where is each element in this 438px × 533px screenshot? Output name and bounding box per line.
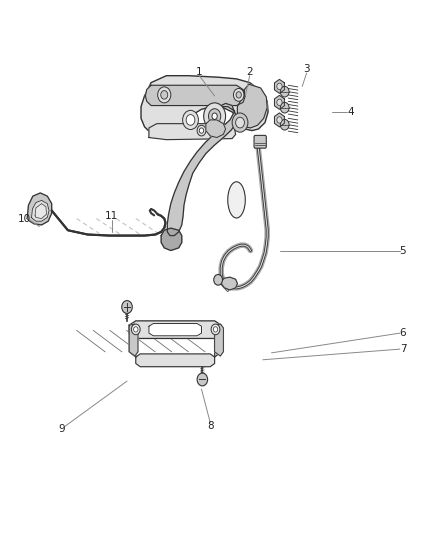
Circle shape [186,115,195,125]
Polygon shape [215,325,221,357]
Polygon shape [136,354,215,367]
Circle shape [204,103,226,130]
Circle shape [131,324,140,335]
Circle shape [122,301,132,313]
Circle shape [158,87,171,103]
Circle shape [280,119,289,130]
Circle shape [197,125,206,136]
Polygon shape [129,324,138,356]
Circle shape [277,99,282,106]
Circle shape [280,102,289,113]
Circle shape [211,324,220,335]
Text: 5: 5 [399,246,406,255]
Polygon shape [221,277,237,290]
Polygon shape [275,113,284,127]
Polygon shape [237,84,267,128]
Polygon shape [129,325,136,357]
Text: 11: 11 [105,211,118,221]
Text: 3: 3 [303,64,310,74]
Circle shape [199,128,204,133]
Text: 4: 4 [347,107,354,117]
Circle shape [214,274,223,285]
Polygon shape [145,85,245,106]
Text: 2: 2 [246,67,253,77]
Circle shape [236,117,244,128]
Ellipse shape [228,182,245,218]
Polygon shape [149,324,201,336]
Polygon shape [215,324,223,356]
Polygon shape [35,204,46,219]
Polygon shape [27,193,52,225]
Circle shape [183,110,198,130]
Polygon shape [149,124,236,140]
Polygon shape [129,321,221,338]
Text: 10: 10 [18,214,31,223]
Polygon shape [275,95,284,109]
Text: 8: 8 [207,422,214,431]
Circle shape [277,117,282,123]
Text: 7: 7 [399,344,406,354]
Polygon shape [167,103,237,236]
Polygon shape [32,200,49,221]
FancyBboxPatch shape [254,135,266,148]
Circle shape [161,91,168,99]
Polygon shape [141,76,268,138]
Circle shape [236,92,241,98]
Circle shape [208,109,221,124]
Polygon shape [161,228,182,251]
Circle shape [197,373,208,386]
Circle shape [212,113,217,119]
Circle shape [280,86,289,97]
Text: 6: 6 [399,328,406,338]
Circle shape [233,88,244,101]
Circle shape [232,113,248,132]
Text: 1: 1 [196,67,203,77]
Polygon shape [206,120,226,138]
Circle shape [134,327,138,332]
Circle shape [277,83,282,90]
Text: 9: 9 [58,424,65,434]
Circle shape [213,327,218,332]
Polygon shape [275,79,284,93]
